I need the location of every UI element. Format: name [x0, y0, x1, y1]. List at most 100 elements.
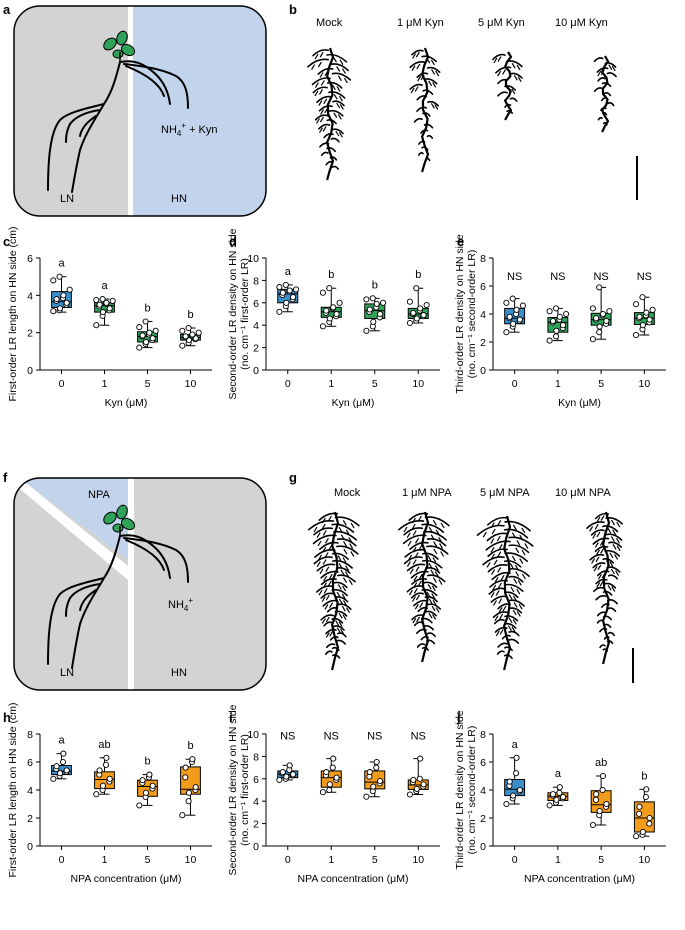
data-point: [290, 294, 297, 301]
data-point: [560, 793, 567, 801]
box-10: [633, 294, 656, 339]
data-point: [560, 322, 567, 329]
lateral-root: [47, 103, 105, 191]
chart-e: 0 2 4 6 8 0 1 5 10 Kyn (μM) Third-order LR density…: [454, 234, 666, 409]
plate-outline: [13, 477, 267, 691]
data-point: [53, 296, 60, 303]
y-tick-label: 2: [480, 337, 486, 349]
data-point: [56, 305, 64, 312]
box-0: [503, 754, 526, 808]
panel-letter-j: j: [456, 710, 461, 725]
y-axis-label-units: (no. cm⁻¹ first-order LR): [239, 734, 251, 846]
data-point: [549, 791, 557, 798]
data-point: [106, 775, 113, 782]
x-tick-label: 0: [512, 854, 518, 866]
data-point: [146, 329, 153, 336]
chart-c: 0 2 4 6 0 1 5 10 Kyn (μM) First-order LR length o…: [7, 226, 212, 409]
data-point: [556, 784, 563, 791]
data-point: [646, 820, 653, 827]
data-point: [336, 299, 343, 306]
panel-letter-i: i: [229, 710, 233, 725]
root-silhouette: [307, 511, 360, 671]
data-point: [182, 774, 189, 781]
box-10: [179, 324, 202, 349]
y-tick-label: 4: [27, 290, 33, 302]
data-point: [603, 317, 610, 325]
data-point: [563, 310, 570, 318]
data-point: [596, 323, 603, 330]
data-point: [330, 755, 337, 762]
lateral-root: [123, 537, 189, 583]
y-tick-label: 6: [253, 774, 259, 786]
box-10: [633, 786, 655, 840]
data-point: [377, 310, 384, 318]
root-photos-b: Mock 1 μM Kyn 5 μM Kyn 10 μM Kyn: [307, 17, 638, 200]
data-point: [369, 295, 376, 302]
data-point: [636, 810, 643, 817]
data-point: [639, 322, 646, 329]
data-point: [63, 299, 70, 306]
y-tick-label: 8: [253, 751, 259, 763]
x-tick-label: 10: [639, 854, 651, 866]
data-point: [503, 800, 510, 808]
significance-label: NS: [637, 271, 652, 283]
x-axis-label: NPA concentration (μM): [524, 873, 635, 885]
significance-label: b: [328, 269, 334, 281]
x-tick-label: 0: [285, 854, 291, 866]
data-point: [546, 802, 553, 809]
photo-label: Mock: [334, 487, 361, 499]
data-point: [50, 775, 57, 782]
data-point: [142, 789, 150, 796]
y-tick-label: 2: [27, 328, 33, 340]
box-5: [589, 284, 613, 343]
data-point: [417, 755, 424, 762]
root-silhouette: [593, 55, 617, 133]
data-point: [319, 289, 326, 296]
data-point: [279, 769, 286, 776]
box-5: [363, 758, 386, 800]
chart-j: 0 2 4 6 8 0 1 5 10 NPA concentration (μM) Third-or…: [454, 710, 666, 885]
lateral-root: [123, 63, 189, 109]
lateral-root: [65, 109, 101, 143]
x-tick-label: 5: [598, 854, 604, 866]
data-point: [516, 786, 523, 794]
data-point: [556, 313, 563, 320]
x-axis-label: Kyn (μM): [332, 397, 375, 409]
data-point: [283, 773, 290, 780]
data-point: [106, 305, 113, 312]
data-point: [406, 319, 413, 327]
schematic-a: LN HN NH4+ + Kyn: [13, 5, 267, 217]
box-1: [93, 754, 115, 798]
data-point: [366, 769, 373, 776]
data-point: [149, 782, 156, 789]
box-10: [406, 755, 429, 798]
root-silhouette: [398, 511, 450, 663]
box-5: [363, 295, 387, 334]
data-point: [142, 338, 150, 346]
schematic-f: NPA LN HN NH4+: [13, 477, 267, 691]
data-point: [96, 301, 103, 308]
data-point: [589, 305, 596, 312]
x-tick-label: 10: [412, 854, 424, 866]
data-point: [373, 758, 380, 766]
significance-label: NS: [280, 731, 295, 743]
photo-label: 5 μM Kyn: [478, 17, 525, 29]
x-tick-label: 1: [328, 854, 334, 866]
x-tick-label: 0: [59, 378, 65, 390]
seedling-leaves: [103, 30, 136, 62]
photo-label: 5 μM NPA: [480, 487, 530, 499]
data-point: [363, 296, 370, 303]
x-axis-label: NPA concentration (μM): [71, 873, 182, 885]
y-tick-label: 4: [480, 785, 486, 797]
data-point: [99, 782, 107, 789]
box-10: [179, 756, 201, 819]
data-point: [195, 329, 202, 336]
data-point: [152, 327, 159, 334]
box-5: [136, 771, 158, 809]
data-point: [326, 285, 333, 292]
data-point: [136, 344, 143, 351]
data-point: [182, 333, 189, 340]
data-point: [139, 332, 146, 339]
x-tick-label: 0: [59, 854, 65, 866]
